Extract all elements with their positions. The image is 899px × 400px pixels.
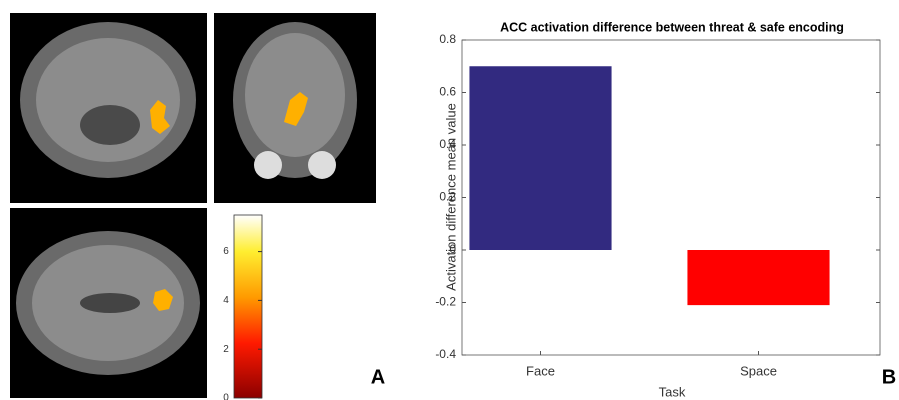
- colorbar-gradient: [233, 214, 263, 399]
- colorbar-tick-label: 6: [223, 246, 229, 257]
- panel-label: A: [371, 366, 385, 388]
- y-tick-label: 0.6: [439, 85, 456, 99]
- sagittal-slice: [10, 13, 207, 203]
- panel-label: B: [882, 366, 896, 388]
- y-tick-label: -0.2: [435, 295, 456, 309]
- colorbar-tick-label: 0: [223, 393, 229, 400]
- colorbar: [233, 214, 263, 399]
- y-tick-label: 0.4: [439, 137, 456, 151]
- x-tick-label: Space: [740, 363, 777, 378]
- coronal-slice: [214, 13, 376, 203]
- y-axis-label: Activation difference mean value: [443, 103, 458, 291]
- y-tick-label: 0: [449, 242, 456, 256]
- chart-title: ACC activation difference between threat…: [500, 20, 844, 34]
- y-tick-label: 0.8: [439, 32, 456, 46]
- colorbar-tick-label: 2: [223, 344, 229, 355]
- bar: [469, 66, 612, 250]
- colorbar-tick-label: 4: [223, 295, 229, 306]
- x-axis-label: Task: [659, 384, 686, 399]
- y-tick-label: -0.4: [435, 347, 456, 361]
- axial-slice: [10, 208, 207, 398]
- x-tick-label: Face: [526, 363, 555, 378]
- bar: [687, 250, 830, 306]
- y-tick-label: 0.2: [439, 190, 456, 204]
